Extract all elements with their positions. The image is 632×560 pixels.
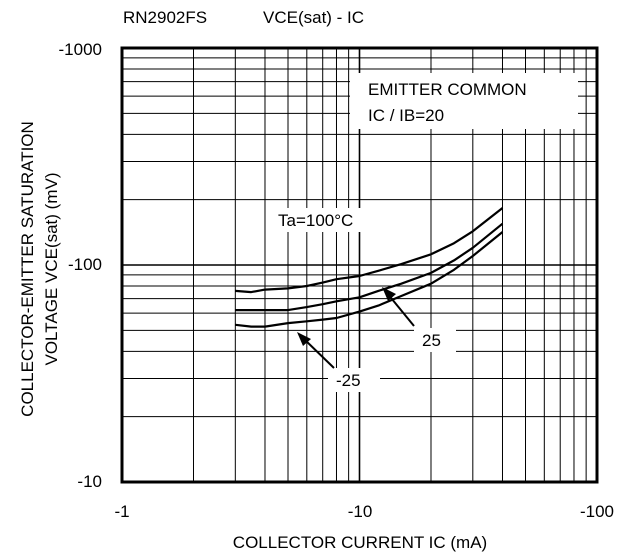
x-tick-label-1: -1 (114, 502, 130, 521)
condition-label-1: EMITTER COMMON (368, 80, 527, 99)
chart-title: VCE(sat) - IC (263, 8, 365, 27)
y-tick-label-10: -10 (77, 472, 102, 491)
y-tick-label-1000: -1000 (58, 40, 102, 59)
plot-frame (120, 46, 599, 484)
arrow-25-line (386, 292, 415, 327)
x-axis-label: COLLECTOR CURRENT IC (mA) (232, 533, 488, 552)
series-layer (235, 207, 504, 328)
series-line-0 (235, 207, 504, 294)
label-m25-box (328, 368, 380, 392)
series-line-1 (235, 222, 504, 312)
y-tick-label-100: -100 (67, 255, 102, 274)
label-100-box (274, 208, 370, 232)
series-label-100: Ta=100°C (278, 211, 353, 230)
annotation-layer: EMITTER COMMON IC / IB=20 Ta=100°C 25 -2… (274, 73, 578, 392)
series-label-25: 25 (422, 331, 441, 350)
x-tick-label-10: -10 (347, 502, 373, 521)
series-line-2 (235, 231, 504, 328)
condition-box (350, 73, 578, 129)
condition-label-2: IC / IB=20 (368, 106, 444, 125)
series-label-m25: -25 (336, 371, 361, 390)
part-number: RN2902FS (123, 8, 208, 27)
label-25-box (414, 328, 456, 352)
arrow-m25-head (297, 332, 311, 346)
arrow-25-head (382, 287, 396, 301)
x-tick-label-100: -100 (579, 502, 615, 521)
arrow-m25-line (302, 337, 335, 369)
